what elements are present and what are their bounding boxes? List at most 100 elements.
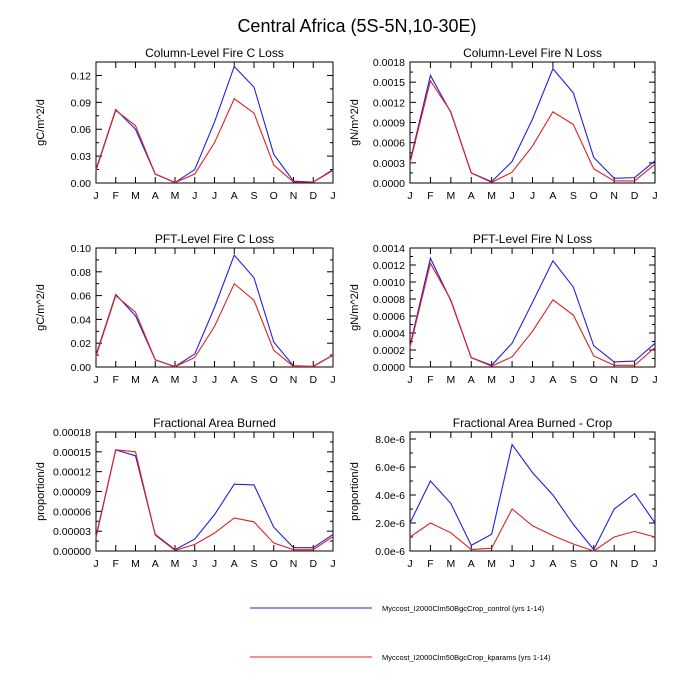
x-tick-label: N xyxy=(290,374,298,386)
x-tick-label: F xyxy=(113,374,119,386)
y-tick-label: 0.0018 xyxy=(373,57,405,69)
x-tick-label: J xyxy=(652,374,657,386)
series-kparams-line xyxy=(95,449,334,551)
y-tick-label: 0.0015 xyxy=(373,77,405,89)
x-tick-label: J xyxy=(330,190,335,202)
x-tick-label: J xyxy=(192,190,197,202)
x-tick-label: N xyxy=(610,558,618,570)
y-tick-label: 0.0000 xyxy=(373,362,405,374)
x-tick-label: S xyxy=(250,558,257,570)
x-tick-label: A xyxy=(231,558,238,570)
panel-frame xyxy=(409,431,656,552)
x-tick-label: A xyxy=(549,558,556,570)
x-tick-label: A xyxy=(468,558,475,570)
x-tick-label: J xyxy=(212,374,217,386)
y-axis-label: gN/m^2/d xyxy=(349,284,361,331)
y-tick-label: 0.0012 xyxy=(373,260,405,272)
x-tick-label: A xyxy=(468,374,475,386)
x-tick-label: F xyxy=(427,190,433,202)
x-tick-label: F xyxy=(113,558,119,570)
x-tick-label: J xyxy=(530,558,535,570)
y-tick-label: 0.00003 xyxy=(53,526,91,538)
y-tick-label: 0.08 xyxy=(71,267,92,279)
y-tick-label: 0.00 xyxy=(71,178,92,190)
x-tick-label: M xyxy=(446,558,455,570)
y-tick-label: 0.02 xyxy=(71,338,92,350)
x-tick-label: O xyxy=(590,558,598,570)
x-tick-label: J xyxy=(212,190,217,202)
x-tick-label: J xyxy=(330,558,335,570)
y-tick-label: 0.00015 xyxy=(53,447,91,459)
x-tick-label: M xyxy=(446,374,455,386)
legend-label-1: Myccost_I2000Clm50BgcCrop_control (yrs 1… xyxy=(382,604,545,613)
x-tick-label: M xyxy=(487,374,496,386)
x-tick-label: O xyxy=(270,558,278,570)
x-tick-label: S xyxy=(570,558,577,570)
y-tick-label: 0.12 xyxy=(71,70,92,82)
x-tick-label: A xyxy=(468,190,475,202)
figure-title: Central Africa (5S-5N,10-30E) xyxy=(237,16,476,36)
y-tick-label: 0.00012 xyxy=(53,467,91,479)
x-tick-label: F xyxy=(427,374,433,386)
series-control-line xyxy=(409,443,656,551)
y-tick-label: 6.0e-6 xyxy=(375,462,405,474)
y-tick-label: 0.10 xyxy=(71,243,92,255)
panel-4: J F M A M J J A S O N D J0.00000.00020.00040.00060.0… xyxy=(349,232,658,386)
y-tick-label: 0.0012 xyxy=(373,97,405,109)
y-tick-label: 0.0006 xyxy=(373,311,405,323)
x-tick-label: M xyxy=(131,190,140,202)
y-tick-label: 0.00000 xyxy=(53,546,91,558)
x-tick-label: D xyxy=(309,374,317,386)
y-tick-label: 2.0e-6 xyxy=(375,518,405,530)
series-control-line xyxy=(409,256,656,366)
x-tick-label: J xyxy=(407,190,412,202)
series-kparams-line xyxy=(409,508,656,552)
y-tick-label: 0.06 xyxy=(71,124,92,136)
x-tick-label: A xyxy=(152,374,159,386)
series-kparams-line xyxy=(95,97,334,184)
x-tick-label: M xyxy=(171,190,180,202)
x-tick-label: O xyxy=(270,190,278,202)
y-axis-label: gC/m^2/d xyxy=(35,284,47,331)
x-tick-label: D xyxy=(631,374,639,386)
x-tick-label: J xyxy=(407,374,412,386)
x-tick-label: O xyxy=(590,190,598,202)
panel-2: J F M A M J J A S O N D J0.00000.00030.00060.00090.0… xyxy=(349,46,658,202)
x-tick-label: J xyxy=(192,558,197,570)
x-tick-label: M xyxy=(171,558,180,570)
x-tick-label: A xyxy=(549,374,556,386)
x-tick-label: D xyxy=(309,558,317,570)
x-tick-label: M xyxy=(171,374,180,386)
y-tick-label: 0.00006 xyxy=(53,506,91,518)
y-tick-label: 0.0002 xyxy=(373,345,405,357)
x-tick-label: J xyxy=(652,190,657,202)
x-tick-label: S xyxy=(250,190,257,202)
series-control-line xyxy=(95,254,334,368)
x-tick-label: J xyxy=(509,374,514,386)
x-tick-label: J xyxy=(93,374,98,386)
y-tick-label: 0.0006 xyxy=(373,138,405,150)
y-tick-label: 0.00018 xyxy=(53,427,91,439)
x-tick-label: J xyxy=(509,558,514,570)
x-tick-label: D xyxy=(631,558,639,570)
panel-frame xyxy=(409,247,656,368)
panel-title: Column-Level Fire N Loss xyxy=(463,46,602,60)
y-tick-label: 0.0003 xyxy=(373,158,405,170)
panel-1: J F M A M J J A S O N D J0.000.030.060.090.12Column-… xyxy=(35,46,336,202)
y-tick-label: 0.0004 xyxy=(373,328,405,340)
series-kparams-line xyxy=(409,79,656,183)
y-axis-label: proportion/d xyxy=(35,462,47,521)
x-tick-label: N xyxy=(290,190,298,202)
y-axis-label: gC/m^2/d xyxy=(35,99,47,146)
x-tick-label: J xyxy=(330,374,335,386)
y-tick-label: 0.0014 xyxy=(373,243,405,255)
x-tick-label: A xyxy=(549,190,556,202)
panel-title: Fractional Area Burned xyxy=(153,416,276,430)
series-kparams-line xyxy=(95,282,334,368)
panel-5: J F M A M J J A S O N D J0.000000.000030.000060.0000… xyxy=(35,416,336,570)
x-tick-label: N xyxy=(610,374,618,386)
panel-title: Fractional Area Burned - Crop xyxy=(453,416,613,430)
x-tick-label: N xyxy=(610,190,618,202)
x-tick-label: M xyxy=(446,190,455,202)
